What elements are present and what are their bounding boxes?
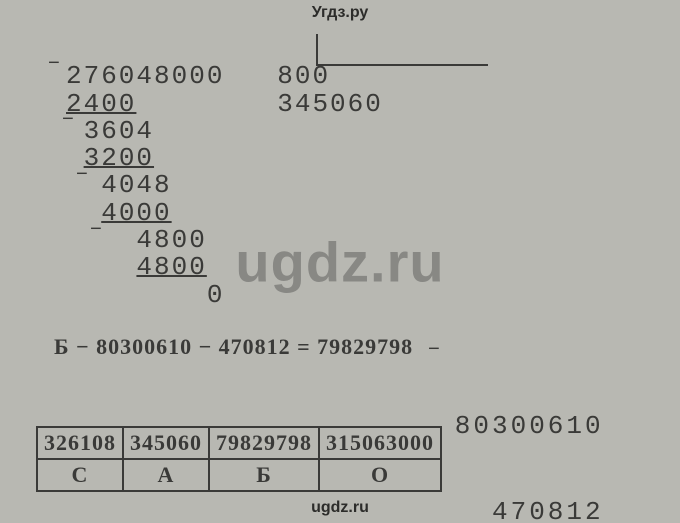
cell-let-2: Б xyxy=(209,459,319,491)
cell-val-0: 326108 xyxy=(37,427,123,459)
step4-rem: 0 xyxy=(207,280,225,310)
step1-sub: 2400 xyxy=(66,89,136,119)
step1-rem: 3604 xyxy=(84,116,154,146)
step2-sub: 3200 xyxy=(84,143,154,173)
column-subtraction: − 80300610 470812 79829798 xyxy=(450,326,604,523)
sub-a: 80300610 xyxy=(450,412,604,441)
cell-val-3: 315063000 xyxy=(319,427,441,459)
table-row: С А Б О xyxy=(37,459,441,491)
cell-val-2: 79829798 xyxy=(209,427,319,459)
dividend: 276048000 xyxy=(66,61,224,91)
cell-val-1: 345060 xyxy=(123,427,209,459)
minus-sign: − xyxy=(428,340,443,362)
cell-let-3: О xyxy=(319,459,441,491)
equation-line: Б − 80300610 − 470812 = 79829798 xyxy=(54,334,413,360)
step3-rem: 4800 xyxy=(136,225,206,255)
step3-sub: 4000 xyxy=(101,198,171,228)
cell-let-1: А xyxy=(123,459,209,491)
long-division: 276048000 800 −2400 345060 3604 − 3200 4… xyxy=(66,36,383,336)
quotient: 345060 xyxy=(277,89,383,119)
page-header: Угдз.ру xyxy=(0,0,680,22)
page-footer: ugdz.ru xyxy=(0,499,680,517)
minus-sign: − xyxy=(48,220,104,241)
minus-sign: − xyxy=(48,110,76,131)
minus-sign: − xyxy=(48,165,90,186)
cell-let-0: С xyxy=(37,459,123,491)
minus-sign: − xyxy=(48,54,62,75)
division-separator xyxy=(316,34,488,66)
table-row: 326108 345060 79829798 315063000 xyxy=(37,427,441,459)
step4-sub: 4800 xyxy=(136,252,206,282)
step2-rem: 4048 xyxy=(101,170,171,200)
answer-table: 326108 345060 79829798 315063000 С А Б О xyxy=(36,426,442,492)
